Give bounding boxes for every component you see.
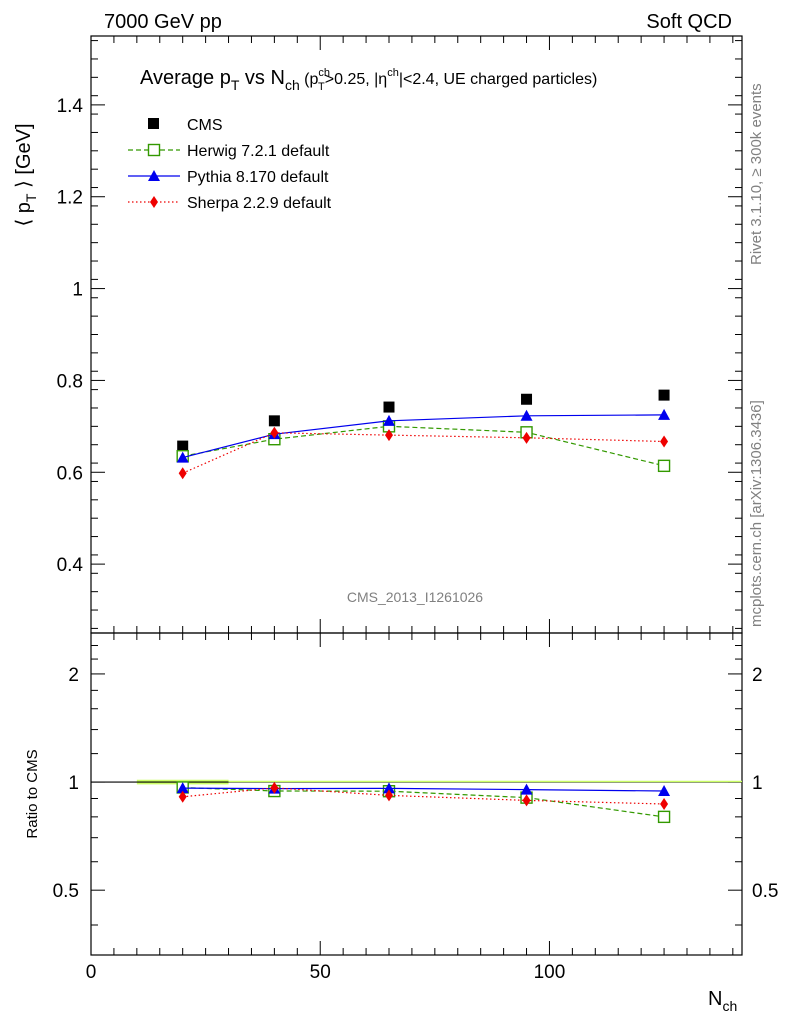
ratio-point-pythia xyxy=(520,783,533,795)
main-line-herwig xyxy=(182,425,665,467)
x-axis-label: Nch xyxy=(708,988,737,1014)
header-right: Soft QCD xyxy=(646,11,732,33)
legend-marker-pythia xyxy=(148,170,160,181)
main-point-cms xyxy=(383,401,395,413)
mcplots-label: mcplots.cern.ch [arXiv:1306.3436] xyxy=(748,400,765,627)
ratio-series-pythia xyxy=(176,782,671,797)
ratio-line-sherpa xyxy=(182,787,665,805)
main-point-sherpa xyxy=(384,429,393,442)
ratio-point-pythia xyxy=(382,782,395,794)
ratio-line-herwig xyxy=(182,786,665,818)
main-point-sherpa xyxy=(660,435,669,448)
y-tick-label: 0.8 xyxy=(57,371,83,392)
ratio-point-sherpa xyxy=(270,781,279,794)
plot-title: Average pT vs Nch (pch T>0.25, |ηch|<2.4,… xyxy=(140,67,597,93)
y-tick-label: 0.6 xyxy=(57,463,83,484)
legend-marker-sherpa xyxy=(150,196,158,208)
legend-label-cms: CMS xyxy=(187,117,223,134)
ratio-panel-frame xyxy=(90,632,743,956)
analysis-watermark: CMS_2013_I1261026 xyxy=(347,589,483,605)
ratio-tick-label-right: 0.5 xyxy=(752,881,778,902)
legend-label-pythia: Pythia 8.170 default xyxy=(187,169,329,186)
ratio-tick-label-right: 2 xyxy=(752,665,763,686)
x-tick-label: 0 xyxy=(86,962,97,983)
main-point-cms xyxy=(658,389,670,401)
ratio-point-sherpa xyxy=(660,797,669,810)
y-tick-label: 1.4 xyxy=(57,96,84,117)
ratio-series-sherpa xyxy=(178,781,669,810)
ratio-point-herwig xyxy=(657,810,671,824)
y-tick-label: 0.4 xyxy=(57,555,84,576)
ratio-axis-label: Ratio to CMS xyxy=(24,749,41,838)
x-tick-label: 50 xyxy=(310,962,331,983)
main-point-sherpa xyxy=(522,431,531,444)
ratio-tick-label: 1 xyxy=(68,773,79,794)
y-tick-label: 1 xyxy=(72,280,83,301)
ratio-series xyxy=(176,781,671,824)
main-point-sherpa xyxy=(178,467,187,480)
ratio-axes: 0 50 100 0.5 0.5 1 1 2 2 xyxy=(53,633,778,983)
legend-label-herwig: Herwig 7.2.1 default xyxy=(187,143,330,160)
ratio-tick-label: 0.5 xyxy=(53,881,79,902)
ratio-point-sherpa xyxy=(384,789,393,802)
main-axes: 0.4 0.6 0.8 1 1.2 1.4 xyxy=(57,36,742,633)
legend-marker-herwig xyxy=(147,143,161,157)
ratio-point-sherpa xyxy=(178,790,187,803)
header-left: 7000 GeV pp xyxy=(104,11,222,33)
main-point-cms xyxy=(521,393,533,405)
main-series-herwig xyxy=(176,420,671,473)
ratio-point-pythia xyxy=(658,785,671,797)
main-point-herwig xyxy=(657,459,671,473)
main-point-pythia xyxy=(176,451,189,463)
legend: CMS Herwig 7.2.1 default Pythia 8.170 de… xyxy=(128,117,332,212)
x-tick-label: 100 xyxy=(534,962,566,983)
y-tick-label: 1.2 xyxy=(57,188,83,209)
main-point-pythia xyxy=(658,408,671,420)
main-point-pythia xyxy=(520,409,533,421)
legend-marker-cms xyxy=(148,118,159,129)
main-point-sherpa xyxy=(270,426,279,439)
ratio-point-sherpa xyxy=(522,794,531,807)
legend-label-sherpa: Sherpa 2.2.9 default xyxy=(187,195,332,212)
y-axis-label: ⟨ pT ⟩ [GeV] xyxy=(13,123,39,226)
main-point-cms xyxy=(268,415,280,427)
main-series-sherpa xyxy=(178,426,669,480)
rivet-label: Rivet 3.1.10, ≥ 300k events xyxy=(748,83,765,265)
ratio-point-pythia xyxy=(176,782,189,794)
main-point-cms xyxy=(177,440,189,452)
main-series xyxy=(176,389,671,480)
ratio-tick-label: 2 xyxy=(68,665,79,686)
main-point-pythia xyxy=(382,414,395,426)
main-series-cms xyxy=(177,389,670,452)
ratio-tick-label-right: 1 xyxy=(752,773,763,794)
